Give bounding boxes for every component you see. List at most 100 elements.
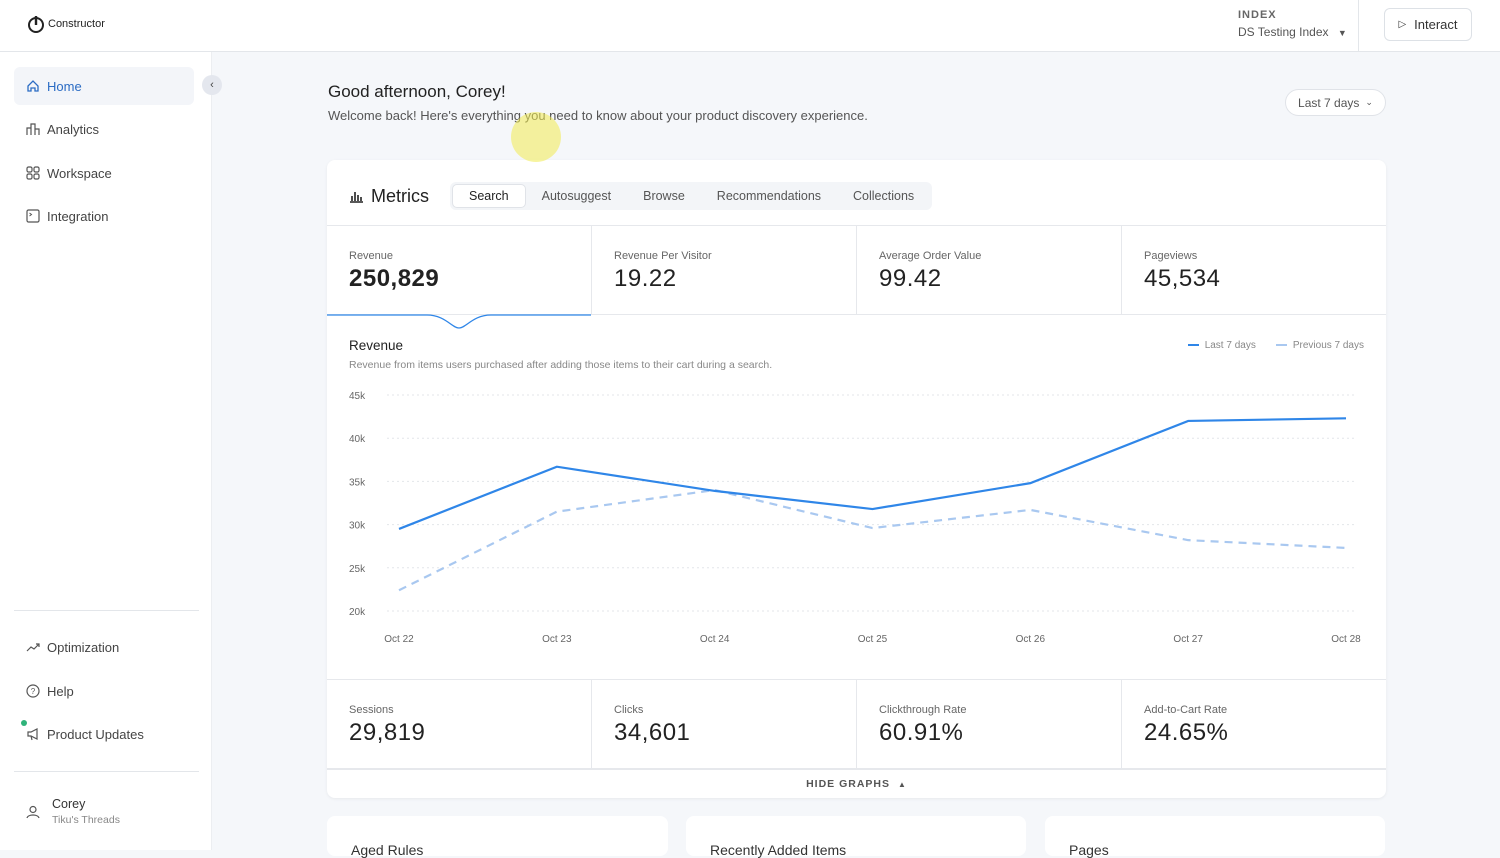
- x-tick-label: Oct 22: [384, 634, 414, 645]
- tab-browse[interactable]: Browse: [627, 184, 701, 208]
- terminal-icon: [26, 209, 40, 223]
- tab-collections[interactable]: Collections: [837, 184, 930, 208]
- svg-text:?: ?: [31, 687, 36, 696]
- y-tick-label: 45k: [349, 391, 366, 402]
- sidebar-item-analytics[interactable]: Analytics: [14, 110, 194, 148]
- sidebar-item-integration[interactable]: Integration: [14, 197, 194, 235]
- kpi-revenue[interactable]: Revenue 250,829: [327, 226, 592, 314]
- chart-subtitle: Revenue from items users purchased after…: [349, 359, 772, 371]
- kpi-value: 34,601: [614, 719, 834, 747]
- date-range-label: Last 7 days: [1298, 96, 1359, 110]
- index-selector[interactable]: INDEX DS Testing Index ▼: [1238, 9, 1347, 39]
- logo[interactable]: Constructor: [27, 15, 105, 33]
- x-tick-label: Oct 27: [1173, 634, 1203, 645]
- tab-autosuggest[interactable]: Autosuggest: [526, 184, 628, 208]
- kpi-label: Revenue: [349, 250, 569, 262]
- kpi-value: 60.91%: [879, 719, 1099, 747]
- tab-recommendations[interactable]: Recommendations: [701, 184, 837, 208]
- user-org: Tiku's Threads: [52, 814, 120, 826]
- user-name: Corey: [52, 797, 120, 811]
- greeting: Good afternoon, Corey!: [328, 82, 506, 102]
- sidebar-item-label: Optimization: [47, 640, 119, 655]
- y-tick-label: 35k: [349, 477, 366, 488]
- kpi-value: 29,819: [349, 719, 569, 747]
- card-title: Pages: [1069, 842, 1109, 858]
- trend-icon: [26, 640, 40, 654]
- sidebar-item-product-updates[interactable]: Product Updates: [14, 715, 194, 753]
- sidebar-item-label: Integration: [47, 209, 108, 224]
- y-tick-label: 20k: [349, 607, 366, 618]
- kpi-sessions[interactable]: Sessions 29,819: [327, 680, 592, 768]
- home-icon: [26, 79, 40, 93]
- series-line-last-7-days: [399, 418, 1346, 529]
- sidebar-item-label: Help: [47, 684, 74, 699]
- series-line-previous-7-days: [399, 490, 1346, 590]
- sidebar-item-help[interactable]: ? Help: [14, 672, 194, 710]
- legend-previous-7-days[interactable]: Previous 7 days: [1276, 340, 1364, 351]
- metrics-title: Metrics: [371, 186, 429, 207]
- kpi-value: 250,829: [349, 265, 569, 293]
- hide-graphs-button[interactable]: HIDE GRAPHS▲: [327, 769, 1386, 798]
- tab-search[interactable]: Search: [452, 184, 526, 208]
- welcome-text: Welcome back! Here's everything you need…: [328, 108, 868, 123]
- kpi-clicks[interactable]: Clicks 34,601: [592, 680, 857, 768]
- sidebar-item-label: Product Updates: [47, 727, 144, 742]
- metrics-tabs: Search Autosuggest Browse Recommendation…: [450, 182, 932, 210]
- x-tick-label: Oct 24: [700, 634, 730, 645]
- chevron-down-icon: ⌄: [1365, 97, 1373, 108]
- interact-label: Interact: [1414, 17, 1457, 32]
- legend-last-7-days[interactable]: Last 7 days: [1188, 340, 1256, 351]
- power-icon: [27, 15, 45, 33]
- kpi-label: Add-to-Cart Rate: [1144, 704, 1364, 716]
- collapse-sidebar-button[interactable]: ‹: [202, 75, 222, 95]
- caret-up-icon: ▲: [898, 780, 907, 789]
- x-tick-label: Oct 26: [1016, 634, 1046, 645]
- chart-title: Revenue: [349, 338, 403, 353]
- kpi-average-order-value[interactable]: Average Order Value 99.42: [857, 226, 1122, 314]
- sidebar-item-label: Workspace: [47, 166, 112, 181]
- help-icon: ?: [26, 684, 40, 698]
- kpi-label: Sessions: [349, 704, 569, 716]
- legend-label: Previous 7 days: [1293, 340, 1364, 351]
- kpi-add-to-cart-rate[interactable]: Add-to-Cart Rate 24.65%: [1122, 680, 1386, 768]
- interact-button[interactable]: ▷ Interact: [1384, 8, 1472, 41]
- sidebar-item-home[interactable]: Home: [14, 67, 194, 105]
- x-tick-label: Oct 28: [1331, 634, 1361, 645]
- megaphone-icon: [26, 727, 40, 741]
- pages-card: Pages: [1045, 816, 1385, 856]
- y-tick-label: 40k: [349, 434, 366, 445]
- kpi-value: 24.65%: [1144, 719, 1364, 747]
- cursor-highlight: [511, 112, 561, 162]
- user-menu[interactable]: Corey Tiku's Threads: [26, 797, 120, 826]
- brand-name: Constructor: [48, 18, 105, 30]
- kpi-clickthrough-rate[interactable]: Clickthrough Rate 60.91%: [857, 680, 1122, 768]
- date-range-dropdown[interactable]: Last 7 days ⌄: [1285, 89, 1386, 116]
- kpi-label: Clickthrough Rate: [879, 704, 1099, 716]
- card-title: Recently Added Items: [710, 842, 846, 858]
- analytics-icon: [26, 122, 40, 136]
- kpi-value: 99.42: [879, 265, 1099, 293]
- caret-down-icon: ▼: [1338, 28, 1347, 38]
- sidebar-item-label: Analytics: [47, 122, 99, 137]
- sidebar: Home Analytics Workspace Integration Opt…: [0, 52, 212, 850]
- x-tick-label: Oct 23: [542, 634, 572, 645]
- bottom-kpis: Sessions 29,819 Clicks 34,601 Clickthrough…: [327, 679, 1386, 769]
- play-icon: ▷: [1398, 19, 1406, 30]
- kpi-label: Pageviews: [1144, 250, 1364, 262]
- aged-rules-card: Aged Rules: [327, 816, 668, 856]
- index-value: DS Testing Index: [1238, 25, 1329, 39]
- selected-indicator: [327, 314, 592, 330]
- sidebar-item-workspace[interactable]: Workspace: [14, 154, 194, 192]
- x-tick-label: Oct 25: [858, 634, 888, 645]
- sidebar-item-optimization[interactable]: Optimization: [14, 628, 194, 666]
- chart-legend: Last 7 days Previous 7 days: [1188, 340, 1364, 351]
- kpi-label: Average Order Value: [879, 250, 1099, 262]
- sidebar-item-label: Home: [47, 79, 82, 94]
- legend-label: Last 7 days: [1205, 340, 1256, 351]
- kpi-label: Clicks: [614, 704, 834, 716]
- card-title: Aged Rules: [351, 842, 423, 858]
